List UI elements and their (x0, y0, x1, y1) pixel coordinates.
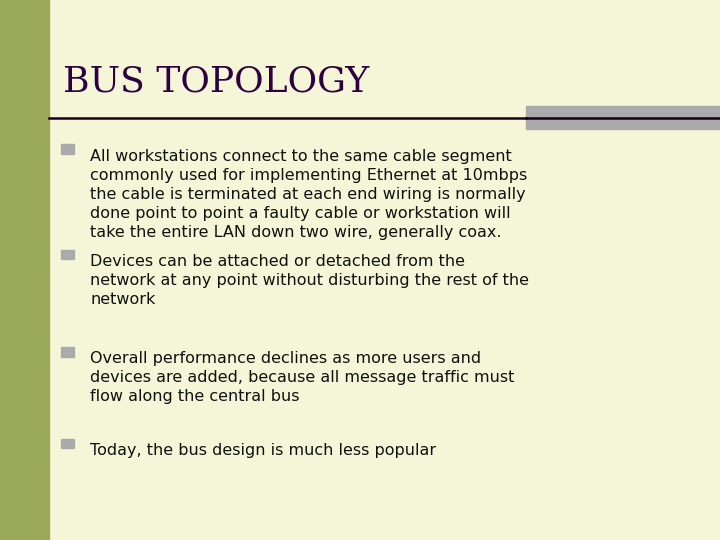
Text: Today, the bus design is much less popular: Today, the bus design is much less popul… (90, 443, 436, 458)
Bar (61, 438, 74, 448)
Bar (61, 144, 74, 154)
Bar (61, 347, 74, 356)
Text: Overall performance declines as more users and
devices are added, because all me: Overall performance declines as more use… (90, 351, 514, 404)
Text: All workstations connect to the same cable segment
commonly used for implementin: All workstations connect to the same cab… (90, 148, 527, 240)
Text: BUS TOPOLOGY: BUS TOPOLOGY (63, 65, 369, 99)
Bar (0, 0, 49, 540)
Bar (526, 106, 720, 129)
Bar (61, 249, 74, 259)
Text: Devices can be attached or detached from the
network at any point without distur: Devices can be attached or detached from… (90, 254, 529, 307)
